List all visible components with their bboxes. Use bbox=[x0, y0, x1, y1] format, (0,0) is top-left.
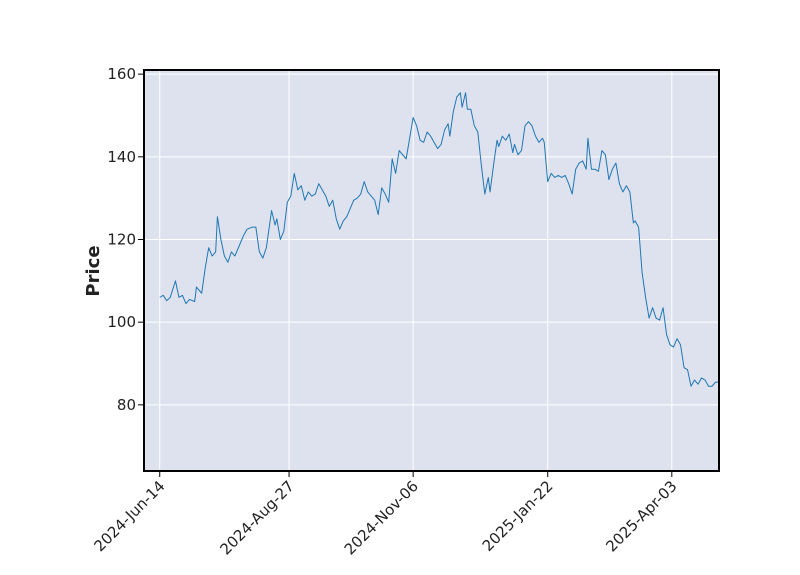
plot-background bbox=[144, 70, 719, 471]
x-tick-label: 2025-Jan-22 bbox=[479, 477, 557, 555]
price-series-line bbox=[159, 92, 719, 387]
x-tick-label: 2024-Nov-06 bbox=[341, 477, 422, 558]
y-tick-label: 160 bbox=[107, 65, 136, 83]
x-tick-label: 2024-Jun-14 bbox=[91, 477, 169, 555]
x-tick-label: 2025-Apr-03 bbox=[602, 477, 680, 555]
plot-frame bbox=[143, 69, 720, 472]
y-tick-label: 100 bbox=[107, 313, 136, 331]
grid-layer bbox=[144, 70, 719, 471]
series-layer bbox=[159, 92, 719, 387]
y-tick-label: 140 bbox=[107, 148, 136, 166]
y-axis-label: Price bbox=[83, 245, 104, 296]
y-tick-label: 80 bbox=[117, 396, 136, 414]
x-tick-label: 2024-Aug-27 bbox=[217, 477, 298, 558]
y-tick-label: 120 bbox=[107, 230, 136, 248]
